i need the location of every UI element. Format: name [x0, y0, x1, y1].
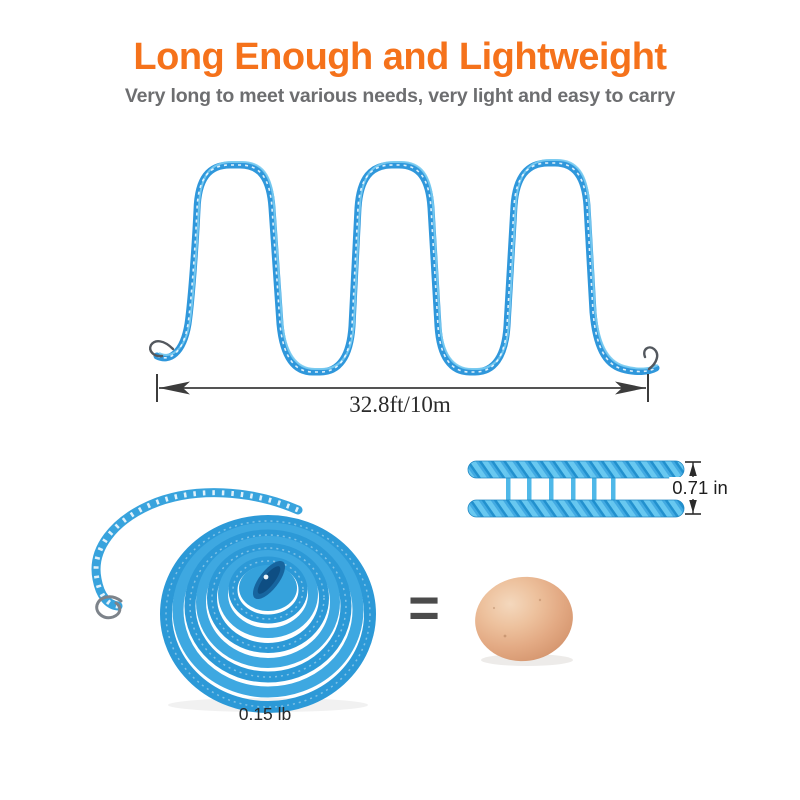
- rope-closeup-graphic: [467, 460, 685, 518]
- length-dimension-arrow: [156, 374, 649, 402]
- serpentine-rope-graphic: [149, 159, 660, 376]
- page-title: Long Enough and Lightweight: [133, 36, 667, 78]
- equals-symbol: =: [408, 576, 440, 640]
- rope-coil-graphic: [91, 488, 376, 713]
- coil-hook-icon: [95, 595, 123, 620]
- rope-closeup-rungs: [506, 470, 616, 508]
- width-label: 0.71 in: [669, 477, 731, 499]
- rope-hook-left-icon: [149, 340, 175, 358]
- length-label: 32.8ft/10m: [349, 392, 451, 417]
- egg-image: [475, 576, 573, 666]
- weight-label: 0.15 lb: [238, 704, 292, 724]
- coil-center-hole: [252, 560, 286, 600]
- rope-hook-right-icon: [643, 346, 659, 371]
- page-subtitle: Very long to meet various needs, very li…: [124, 85, 676, 107]
